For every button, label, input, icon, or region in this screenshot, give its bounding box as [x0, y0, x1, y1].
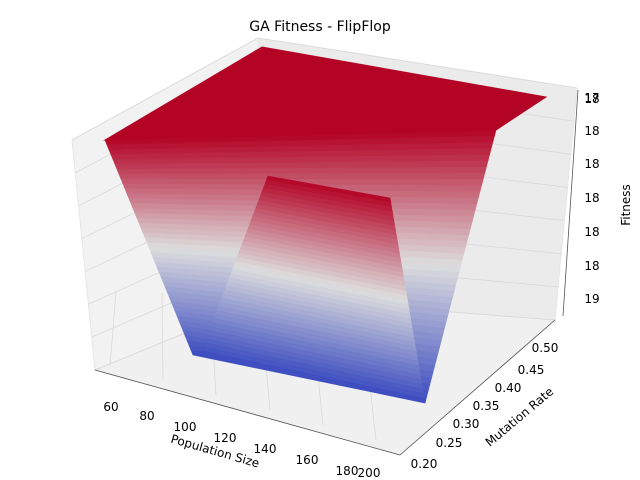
x-grid-line — [161, 292, 164, 381]
y-tick-label: 0.25 — [436, 436, 463, 450]
z-tick-label: 18 — [584, 225, 599, 239]
y-tick-label: 0.35 — [473, 399, 500, 413]
y-tick-label: 0.45 — [518, 363, 545, 377]
x-tick-label: 120 — [214, 431, 237, 445]
x-tick-label: 160 — [296, 453, 319, 467]
x-tick-label: 200 — [358, 466, 381, 480]
x-tick-label: 140 — [254, 442, 277, 456]
z-tick-label: 19 — [584, 292, 599, 306]
z-tick-label: 18 — [584, 191, 599, 205]
z-tick-label: 18 — [584, 259, 599, 273]
z-axis-line — [562, 89, 579, 317]
y-tick-label: 0.40 — [495, 381, 522, 395]
axis-lines — [94, 89, 579, 456]
z-grid-line — [71, 37, 578, 141]
z-tick-label: 18 — [584, 124, 599, 138]
z-tick-label: 18 — [584, 92, 599, 106]
x-axis-line — [94, 369, 401, 456]
surface-top — [103, 46, 548, 141]
z-tick-label: 17 — [584, 91, 599, 105]
surface-band — [118, 173, 486, 180]
x-axis-ticks: 60 80 100 120 140 160 180 200 — [103, 400, 380, 480]
z-axis-label: Fitness — [619, 184, 633, 226]
x-grid-line — [109, 291, 117, 367]
x-tick-label: 80 — [139, 409, 154, 423]
z-tick-label: 18 — [584, 157, 599, 171]
x-tick-label: 60 — [103, 400, 118, 414]
y-tick-label: 0.50 — [532, 341, 559, 355]
fitness-surface — [103, 46, 548, 404]
y-tick-label: 0.30 — [453, 417, 480, 431]
y-tick-label: 0.20 — [411, 457, 438, 471]
surface-band — [199, 350, 426, 404]
x-tick-label: 100 — [174, 420, 197, 434]
y-axis-line — [399, 319, 556, 456]
x-tick-label: 180 — [336, 464, 359, 478]
chart-title: GA Fitness - FlipFlop — [249, 19, 391, 35]
y-axis-ticks: 0.20 0.25 0.30 0.35 0.40 0.45 0.50 — [411, 341, 559, 471]
